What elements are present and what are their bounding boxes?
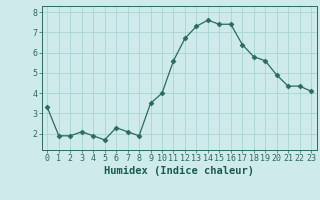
X-axis label: Humidex (Indice chaleur): Humidex (Indice chaleur) — [104, 166, 254, 176]
